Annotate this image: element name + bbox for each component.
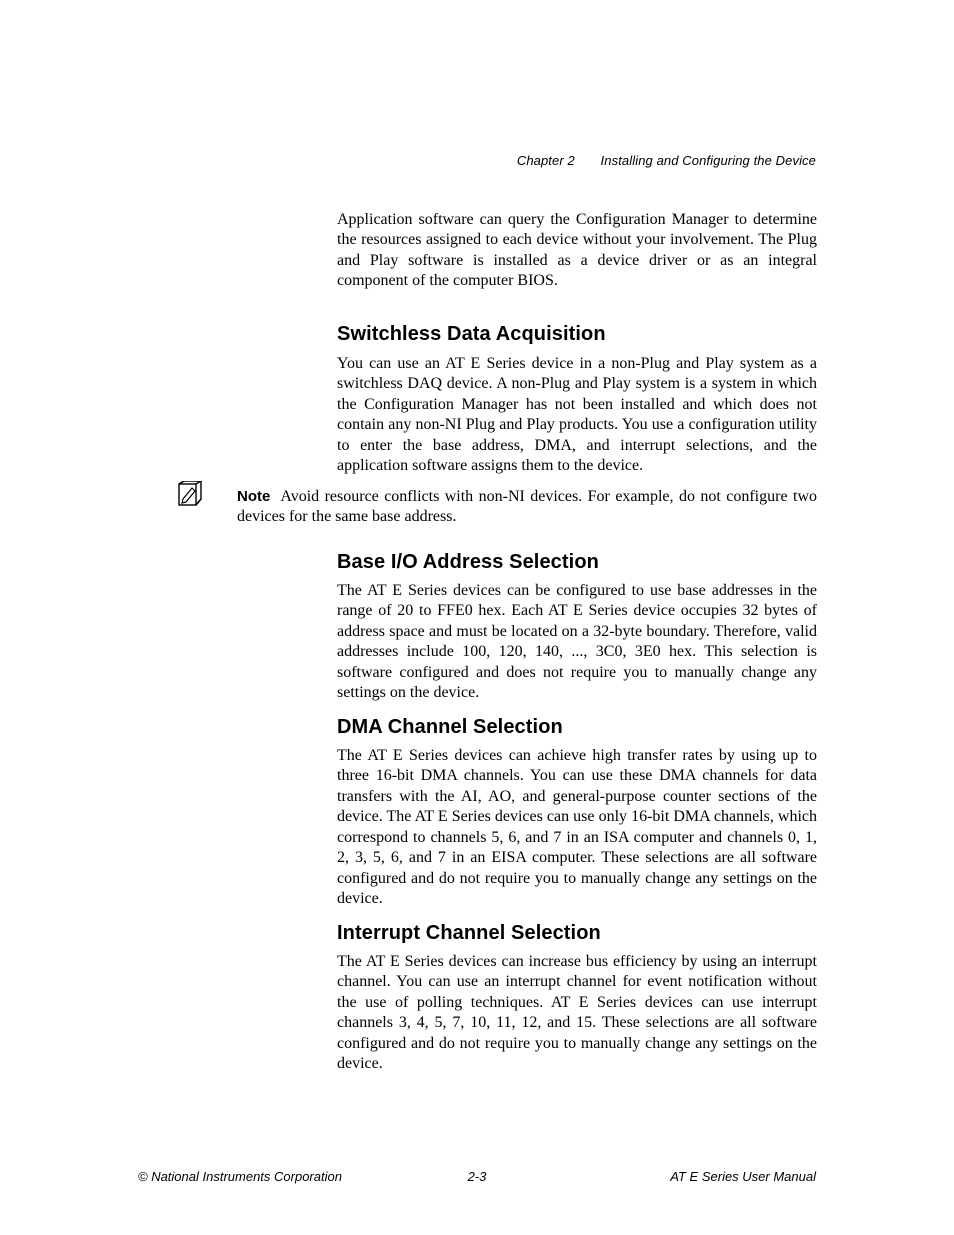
intro-paragraph: Application software can query the Confi…: [337, 210, 817, 292]
heading-switchless: Switchless Data Acquisition: [337, 323, 817, 346]
running-header: Chapter 2 Installing and Configuring the…: [517, 153, 816, 168]
document-page: Chapter 2 Installing and Configuring the…: [0, 0, 954, 1235]
para-switchless: You can use an AT E Series device in a n…: [337, 354, 817, 477]
heading-interrupt: Interrupt Channel Selection: [337, 922, 817, 945]
para-baseio: The AT E Series devices can be configure…: [337, 581, 817, 704]
footer-manual-title: AT E Series User Manual: [670, 1169, 816, 1184]
heading-baseio: Base I/O Address Selection: [337, 551, 817, 574]
chapter-title: Installing and Configuring the Device: [601, 153, 816, 168]
note-body: Avoid resource conflicts with non-NI dev…: [237, 488, 817, 525]
para-interrupt: The AT E Series devices can increase bus…: [337, 952, 817, 1075]
note-label: Note: [237, 488, 270, 505]
chapter-label: Chapter 2: [517, 153, 575, 168]
note-icon: [175, 481, 205, 514]
para-dma: The AT E Series devices can achieve high…: [337, 746, 817, 910]
heading-dma: DMA Channel Selection: [337, 716, 817, 739]
note-text: NoteAvoid resource conflicts with non-NI…: [237, 487, 817, 528]
